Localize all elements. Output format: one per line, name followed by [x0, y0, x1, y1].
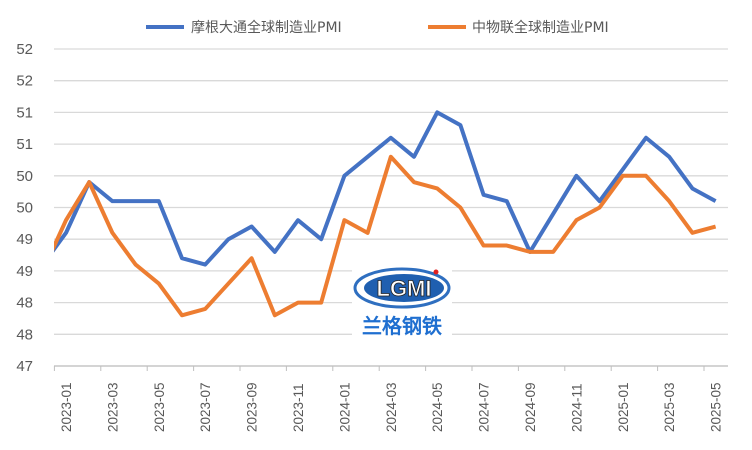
x-tick-label: 2024-03: [384, 382, 399, 432]
x-tick-label: 2024-01: [337, 382, 352, 432]
y-tick-label: 49: [16, 263, 33, 280]
x-tick-label: 2023-07: [198, 382, 213, 432]
y-tick-label: 50: [16, 168, 33, 185]
x-axis: 2023-01 2023-03 2023-05 2023-07 2023-09 2023-…: [53, 365, 728, 432]
y-axis: 47 48 48 49 49 50 50 51 51 52 52: [16, 41, 33, 375]
y-tick-label: 48: [16, 295, 33, 312]
x-tick-label: 2025-03: [662, 382, 677, 432]
y-tick-label: 52: [16, 41, 33, 58]
x-tick-label: 2023-05: [152, 382, 167, 432]
gridlines: [54, 48, 728, 367]
lgmi-logo-watermark: LGMI 兰格钢铁: [352, 262, 452, 342]
x-tick-label: 2023-09: [245, 382, 260, 432]
y-tick-label: 49: [16, 231, 33, 248]
y-tick-label: 50: [16, 200, 33, 217]
y-tick-label: 52: [16, 73, 33, 90]
series-line-jpmorgan: [54, 110, 717, 267]
series-lines: [54, 110, 717, 318]
x-tick-label: 2023-03: [105, 382, 120, 432]
legend-label-jpmorgan: 摩根大通全球制造业PMI: [191, 19, 342, 36]
logo-text: LGMI: [377, 276, 432, 301]
x-tick-label: 2024-09: [523, 382, 538, 432]
legend-label-cflp: 中物联全球制造业PMI: [472, 19, 609, 36]
x-tick-label: 2023-01: [59, 382, 74, 432]
x-tick-label: 2024-11: [569, 383, 584, 432]
y-tick-label: 48: [16, 326, 33, 343]
logo-caption: 兰格钢铁: [362, 314, 442, 338]
x-tick-label: 2024-07: [477, 382, 492, 432]
legend: 摩根大通全球制造业PMI 中物联全球制造业PMI: [146, 19, 609, 36]
x-tick-label: 2025-01: [616, 382, 631, 432]
y-tick-label: 51: [16, 104, 33, 121]
x-tick-label: 2025-05: [709, 382, 724, 432]
x-tick-label: 2024-05: [430, 382, 445, 432]
x-tick-label: 2023-11: [291, 383, 306, 432]
y-tick-label: 51: [16, 136, 33, 153]
series-line-cflp: [54, 154, 717, 318]
y-tick-label: 47: [16, 358, 33, 375]
